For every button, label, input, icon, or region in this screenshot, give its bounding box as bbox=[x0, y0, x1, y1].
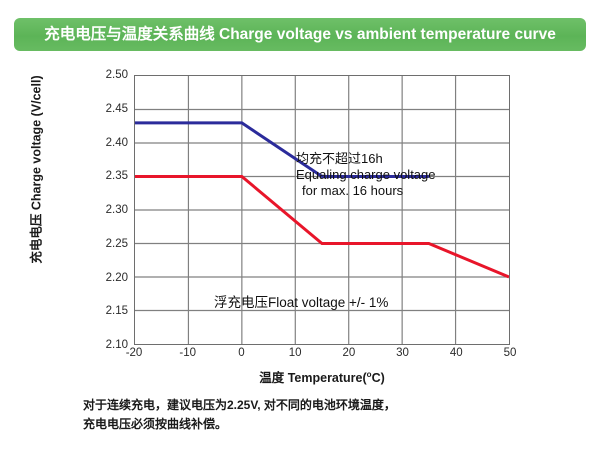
x-axis-title-suffix: C) bbox=[371, 371, 385, 385]
x-axis-title: 温度 Temperature(oC) bbox=[134, 367, 510, 386]
y-tick-label: 2.45 bbox=[105, 102, 128, 115]
y-tick-label: 2.25 bbox=[105, 237, 128, 250]
x-tick-label: 10 bbox=[288, 347, 302, 359]
x-tick-label: 40 bbox=[449, 347, 463, 359]
x-tick-label: -10 bbox=[179, 347, 197, 359]
x-tick-label: -20 bbox=[125, 347, 143, 359]
y-tick-label: 2.50 bbox=[105, 69, 128, 81]
x-axis-title-prefix: 温度 Temperature( bbox=[259, 371, 367, 385]
plot-svg bbox=[135, 76, 509, 344]
footnote-line1: 对于连续充电，建议电压为2.25V, 对不同的电池环境温度， bbox=[83, 398, 396, 412]
page-title: 充电电压与温度关系曲线 Charge voltage vs ambient te… bbox=[44, 25, 556, 43]
equalize-annotation-line2: Equaling charge voltage bbox=[296, 166, 436, 182]
chart-container: 充电电压 Charge voltage (V/cell) 2.50 2.45 2… bbox=[0, 55, 600, 395]
y-tick-label: 2.15 bbox=[105, 305, 128, 318]
degree-symbol: o bbox=[366, 369, 372, 379]
footnote-line2: 充电电压必须按曲线补偿。 bbox=[83, 416, 228, 431]
x-tick-label: 50 bbox=[503, 347, 517, 359]
plot-area bbox=[134, 75, 510, 345]
series-line bbox=[135, 175, 509, 279]
y-tick-label: 2.35 bbox=[105, 170, 128, 183]
x-tick-label: 20 bbox=[342, 347, 356, 359]
y-tick-label: 2.40 bbox=[105, 136, 128, 149]
series-line bbox=[135, 121, 429, 178]
y-tick-label: 2.20 bbox=[105, 271, 128, 284]
y-tick-label: 2.10 bbox=[105, 339, 128, 351]
equalize-annotation: 均充不超过16h Equaling charge voltage for max… bbox=[296, 151, 436, 199]
data-series bbox=[135, 121, 509, 279]
y-tick-label: 2.30 bbox=[105, 204, 128, 216]
float-annotation: 浮充电压Float voltage +/- 1% bbox=[214, 295, 388, 311]
equalize-annotation-line3: for max. 16 hours bbox=[302, 182, 404, 198]
y-axis-ticks: 2.50 2.45 2.40 2.35 2.30 2.25 2.20 2.15 … bbox=[78, 69, 128, 351]
y-axis-title: 充电电压 Charge voltage (V/cell) bbox=[29, 75, 44, 264]
float-annotation-line1: 浮充电压Float voltage +/- 1% bbox=[214, 295, 389, 310]
footnote: 对于连续充电，建议电压为2.25V, 对不同的电池环境温度， 充电电压必须按曲线… bbox=[83, 396, 553, 433]
equalize-annotation-line1: 均充不超过16h bbox=[296, 151, 383, 166]
x-tick-label: 0 bbox=[238, 347, 245, 359]
x-tick-label: 30 bbox=[396, 347, 409, 359]
x-axis-ticks: -20 -10 0 10 20 30 40 50 bbox=[126, 347, 517, 367]
chart-title-banner: 充电电压与温度关系曲线 Charge voltage vs ambient te… bbox=[14, 18, 586, 51]
